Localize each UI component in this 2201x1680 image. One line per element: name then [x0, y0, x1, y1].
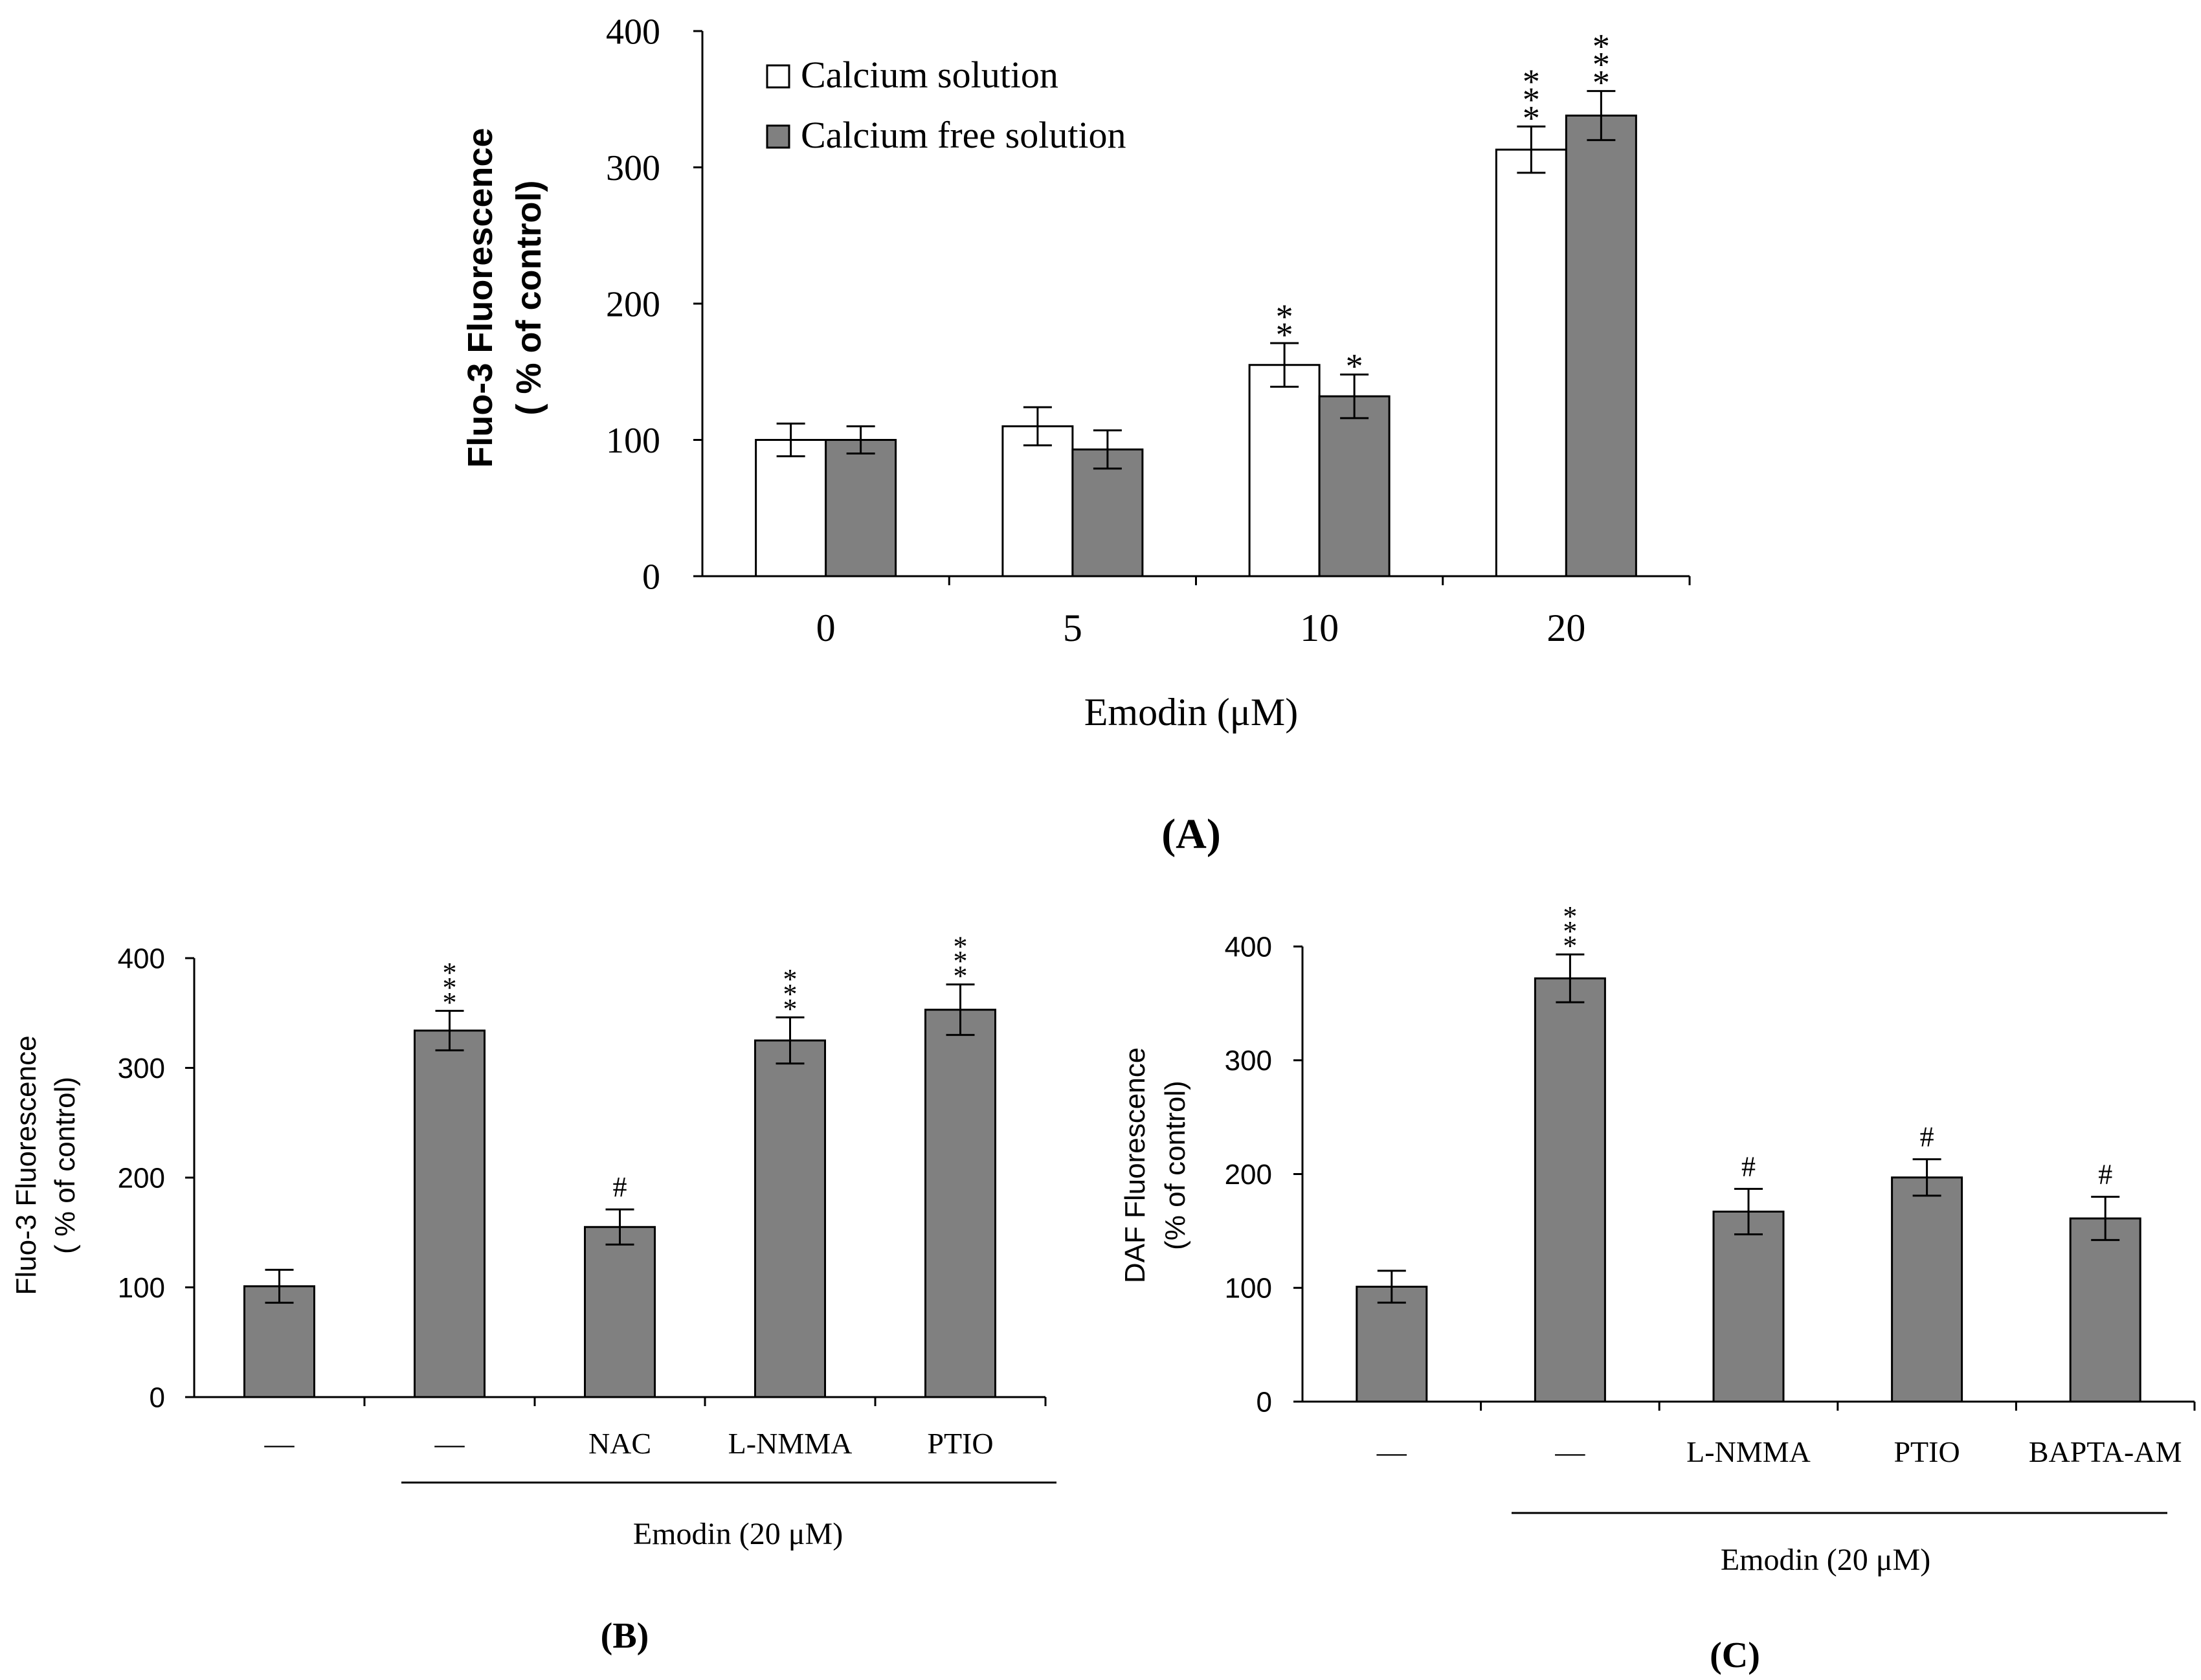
panel-a-bar — [755, 439, 827, 577]
panel-b-xlabel: Emodin (20 μM) — [633, 1517, 843, 1551]
panel-b-bar — [414, 1029, 486, 1398]
panel-a-xlabel: Emodin (μM) — [1084, 691, 1298, 734]
panel-c-significance-label: * — [1563, 901, 1577, 932]
panel-b-label: (B) — [601, 1616, 649, 1656]
panel-a-chart: Fluo-3 Fluorescence ( % of control) Emod… — [461, 12, 1691, 858]
panel-b-ylabel: Fluo-3 Fluorescence — [10, 1035, 42, 1295]
panel-a-significance-label: * — [1523, 62, 1540, 101]
panel-b-significance-label: * — [783, 978, 798, 1010]
panel-a-significance-label: * — [1276, 315, 1293, 354]
panel-b-y-tick-label: 100 — [118, 1272, 165, 1304]
panel-b-category-label: — — [264, 1427, 295, 1460]
panel-b-y-tick-label: 400 — [118, 943, 165, 974]
panel-b-significance-label: # — [613, 1171, 627, 1203]
panel-b-significance-label: * — [783, 993, 798, 1025]
panel-c-significance-label: * — [1563, 930, 1577, 962]
panel-b-significance-label: * — [443, 957, 457, 989]
panel-c-xlabel: Emodin (20 μM) — [1721, 1543, 1930, 1577]
panel-a-significance-label: * — [1346, 346, 1363, 385]
panel-c-significance-label: * — [1563, 915, 1577, 947]
panel-b-category-label: L-NMMA — [728, 1427, 853, 1460]
panel-c-ylabel: DAF Fluorescence — [1119, 1047, 1151, 1283]
panel-a-legend-swatch — [766, 124, 790, 149]
panel-c-label: (C) — [1710, 1635, 1760, 1675]
panel-a-y-tick-label: 100 — [606, 421, 660, 461]
panel-b-significance-label: * — [954, 930, 968, 962]
panel-a-significance-label: * — [1523, 98, 1540, 137]
panel-c-category-label: — — [1554, 1435, 1585, 1468]
panel-b-significance-label: * — [954, 960, 968, 992]
panel-a-legend-swatch — [766, 64, 790, 89]
panel-a-y-tick-label: 0 — [642, 557, 660, 598]
panel-b-significance-label: * — [954, 945, 968, 977]
panel-c-ylabel-units: (% of control) — [1159, 1081, 1191, 1250]
panel-a-bar — [1318, 395, 1391, 577]
panel-a-significance-label: * — [1276, 297, 1293, 336]
panel-a-ylabel-units: ( % of control) — [509, 181, 548, 416]
panel-b-y-tick-label: 300 — [118, 1053, 165, 1084]
panel-c-y-tick-label: 300 — [1225, 1045, 1272, 1077]
panel-b-category-label: PTIO — [927, 1427, 993, 1460]
panel-a-legend-label: Calcium solution — [801, 54, 1058, 96]
panel-c-bar — [1534, 977, 1606, 1403]
panel-c-bar — [1712, 1210, 1785, 1403]
panel-a-significance-label: * — [1523, 80, 1540, 119]
panel-a-category-label: 10 — [1300, 607, 1339, 649]
panel-b-significance-label: * — [443, 972, 457, 1003]
panel-b-bar — [584, 1226, 656, 1398]
panel-a-significance-label: * — [1592, 63, 1610, 102]
panel-c-bar — [1356, 1285, 1428, 1403]
panel-a-bar — [825, 439, 897, 577]
panel-a-bar — [1248, 364, 1321, 577]
panel-c-y-tick-label: 100 — [1225, 1273, 1272, 1305]
panel-a-y-tick-label: 200 — [606, 285, 660, 325]
panel-a-significance-label: * — [1592, 45, 1610, 84]
panel-a-label: (A) — [1161, 811, 1221, 858]
panel-a-category-label: 20 — [1547, 607, 1585, 649]
panel-b-y-tick-label: 0 — [150, 1382, 165, 1413]
panel-a-category-label: 5 — [1063, 607, 1082, 649]
panel-b-bar — [754, 1039, 826, 1398]
panel-c-category-label: L-NMMA — [1686, 1435, 1811, 1468]
panel-c-y-tick-label: 200 — [1225, 1159, 1272, 1191]
panel-a-ylabel: Fluo-3 Fluorescence — [461, 128, 500, 467]
panel-b-significance-label: * — [783, 963, 798, 995]
panel-a-legend-label: Calcium free solution — [801, 114, 1126, 156]
panel-c-y-tick-label: 400 — [1225, 931, 1272, 963]
panel-c-bar — [2069, 1217, 2141, 1403]
panel-b-y-tick-label: 200 — [118, 1162, 165, 1194]
panel-c-significance-label: # — [2098, 1159, 2112, 1191]
panel-a-bar — [1495, 148, 1567, 577]
panel-b-significance-label: * — [443, 987, 457, 1018]
panel-b-chart: Fluo-3 Fluorescence ( % of control) Emod… — [10, 930, 1056, 1656]
panel-c-bar — [1891, 1176, 1963, 1403]
panel-c-category-label: PTIO — [1894, 1435, 1960, 1468]
panel-b-ylabel-units: ( % of control) — [49, 1077, 81, 1254]
panel-c-y-tick-label: 0 — [1257, 1386, 1272, 1418]
panel-a-bar — [1001, 425, 1074, 577]
panel-a-category-label: 0 — [816, 607, 836, 649]
panel-b-category-label: NAC — [588, 1427, 651, 1460]
panel-a-bar — [1565, 115, 1637, 577]
panel-a-significance-label: * — [1592, 27, 1610, 65]
panel-b-bar — [924, 1009, 996, 1398]
panel-b-category-label: — — [434, 1427, 465, 1460]
panel-a-y-tick-label: 300 — [606, 148, 660, 188]
panel-c-significance-label: # — [1741, 1150, 1756, 1182]
panel-a-y-tick-label: 400 — [606, 12, 660, 52]
panel-c-category-label: — — [1376, 1435, 1407, 1468]
panel-c-chart: DAF Fluorescence (% of control) Emodin (… — [1119, 901, 2196, 1675]
panel-c-significance-label: # — [1920, 1121, 1934, 1153]
panel-c-category-label: BAPTA-AM — [2029, 1435, 2182, 1468]
